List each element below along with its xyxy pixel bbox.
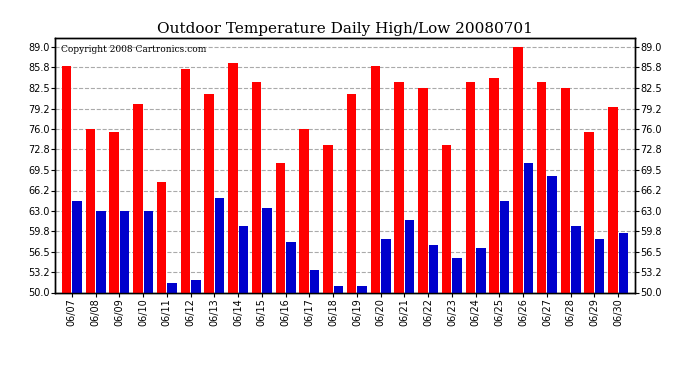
Bar — [133, 104, 143, 375]
Bar — [371, 66, 380, 375]
Bar — [584, 132, 594, 375]
Bar — [442, 144, 451, 375]
Bar — [191, 280, 201, 375]
Bar — [144, 211, 153, 375]
Bar — [333, 286, 343, 375]
Bar — [619, 232, 628, 375]
Bar — [405, 220, 415, 375]
Bar — [72, 201, 82, 375]
Bar — [489, 78, 499, 375]
Bar — [347, 94, 357, 375]
Bar — [204, 94, 214, 375]
Bar — [608, 107, 618, 375]
Title: Outdoor Temperature Daily High/Low 20080701: Outdoor Temperature Daily High/Low 20080… — [157, 22, 533, 36]
Bar — [86, 129, 95, 375]
Bar — [466, 82, 475, 375]
Bar — [500, 201, 509, 375]
Bar — [310, 270, 319, 375]
Bar — [109, 132, 119, 375]
Text: Copyright 2008 Cartronics.com: Copyright 2008 Cartronics.com — [61, 45, 206, 54]
Bar — [275, 164, 285, 375]
Bar — [524, 164, 533, 375]
Bar — [453, 258, 462, 375]
Bar — [286, 242, 295, 375]
Bar — [181, 69, 190, 375]
Bar — [537, 82, 546, 375]
Bar — [561, 88, 570, 375]
Bar — [595, 239, 604, 375]
Bar — [476, 248, 486, 375]
Bar — [228, 63, 237, 375]
Bar — [62, 66, 71, 375]
Bar — [513, 47, 523, 375]
Bar — [167, 283, 177, 375]
Bar — [262, 207, 272, 375]
Bar — [571, 226, 581, 375]
Bar — [299, 129, 309, 375]
Bar — [357, 286, 367, 375]
Bar — [428, 245, 438, 375]
Bar — [381, 239, 391, 375]
Bar — [157, 182, 166, 375]
Bar — [395, 82, 404, 375]
Bar — [215, 198, 224, 375]
Bar — [323, 144, 333, 375]
Bar — [418, 88, 428, 375]
Bar — [252, 82, 262, 375]
Bar — [96, 211, 106, 375]
Bar — [547, 176, 557, 375]
Bar — [239, 226, 248, 375]
Bar — [120, 211, 129, 375]
